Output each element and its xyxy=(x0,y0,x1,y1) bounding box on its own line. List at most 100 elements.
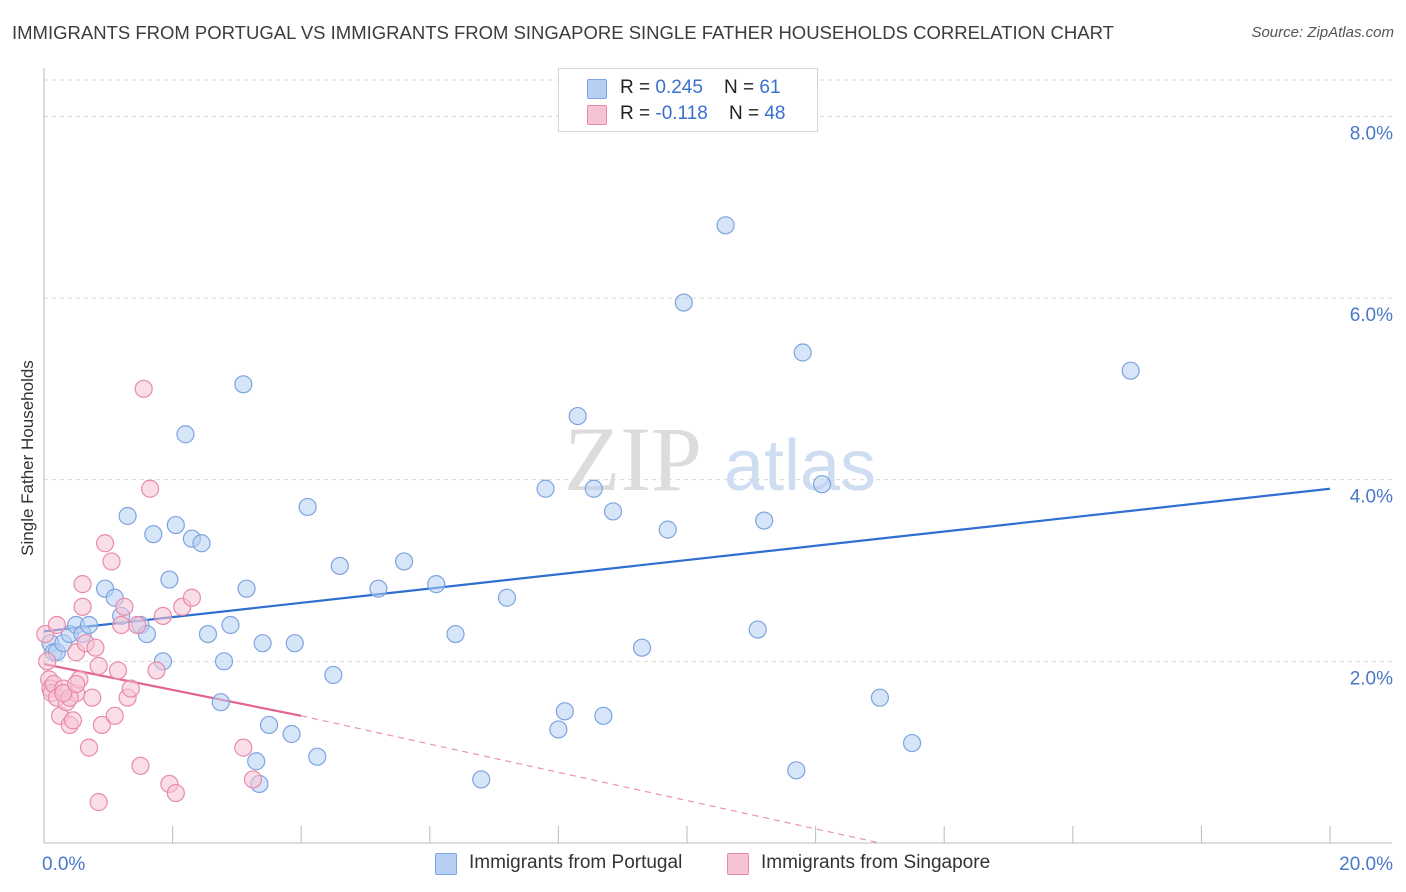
portugal-point xyxy=(221,615,240,635)
singapore-point xyxy=(112,615,131,635)
legend-swatch-singapore xyxy=(587,105,607,125)
portugal-point xyxy=(603,502,623,521)
singapore-point xyxy=(147,661,166,680)
bottom-legend-swatch-portugal xyxy=(435,853,457,875)
singapore-trendline xyxy=(43,662,302,717)
portugal-point xyxy=(192,534,211,553)
singapore-point xyxy=(63,711,83,730)
portugal-trendline xyxy=(43,487,1331,633)
portugal-point xyxy=(568,406,587,426)
portugal-point xyxy=(755,511,774,530)
singapore-point xyxy=(182,588,201,607)
singapore-point xyxy=(121,679,140,698)
portugal-point xyxy=(237,579,256,598)
singapore-point xyxy=(108,661,128,680)
singapore-point xyxy=(38,652,57,671)
singapore-point xyxy=(67,674,86,694)
portugal-point xyxy=(118,506,137,526)
y-tick-labels: 2.0% 4.0% 6.0% 8.0% xyxy=(1350,123,1393,689)
singapore-point xyxy=(47,615,66,635)
x-tick-label: 20.0% xyxy=(1339,854,1393,875)
portugal-point xyxy=(594,706,613,725)
portugal-point xyxy=(330,556,349,576)
legend-r-label: R = xyxy=(620,77,656,98)
singapore-point xyxy=(134,379,153,398)
portugal-point xyxy=(369,579,388,598)
legend-swatch-portugal xyxy=(587,79,607,99)
trendlines xyxy=(43,487,1331,844)
singapore-point xyxy=(105,706,124,725)
portugal-point xyxy=(716,216,735,235)
singapore-trendline-extension xyxy=(301,715,881,844)
singapore-point xyxy=(89,793,108,812)
portugal-point xyxy=(748,620,767,639)
portugal-point xyxy=(812,475,832,494)
singapore-point xyxy=(243,770,263,789)
axes xyxy=(43,68,1392,844)
x-tick-labels: 0.0% 20.0% xyxy=(42,854,1393,875)
portugal-point xyxy=(549,720,568,739)
singapore-point xyxy=(86,638,105,657)
portugal-point xyxy=(555,702,574,721)
portugal-point xyxy=(632,638,652,657)
y-tick-label: 8.0% xyxy=(1350,123,1393,144)
portugal-point xyxy=(166,515,185,535)
singapore-point xyxy=(95,534,115,553)
singapore-point xyxy=(234,738,253,757)
portugal-point xyxy=(198,624,218,644)
legend-n-label: N = xyxy=(724,77,760,98)
portugal-point xyxy=(176,425,195,444)
x-tick-label: 0.0% xyxy=(42,854,85,875)
portugal-point xyxy=(1121,361,1140,380)
portugal-point xyxy=(253,634,272,653)
data-points xyxy=(36,216,1140,812)
legend-r-value: 0.245 xyxy=(655,77,703,98)
singapore-point xyxy=(73,597,92,616)
portugal-point xyxy=(902,733,922,753)
portugal-point xyxy=(584,479,603,498)
portugal-point xyxy=(79,615,99,635)
watermark: ZIP atlas xyxy=(564,408,876,510)
portugal-point xyxy=(394,552,414,571)
legend-n-label: N = xyxy=(728,103,765,124)
singapore-point xyxy=(131,756,150,775)
portugal-point xyxy=(308,747,327,766)
portugal-point xyxy=(536,479,555,498)
bottom-legend-swatch-singapore xyxy=(727,853,749,875)
singapore-point xyxy=(140,479,160,498)
portugal-point xyxy=(793,343,812,362)
portugal-point xyxy=(247,752,266,771)
singapore-point xyxy=(166,783,185,803)
singapore-point xyxy=(79,738,99,757)
singapore-point xyxy=(115,597,134,616)
portugal-point xyxy=(211,693,230,712)
portugal-point xyxy=(674,293,693,312)
singapore-point xyxy=(92,715,111,735)
legend-r-value: -0.118 xyxy=(655,103,708,124)
portugal-point xyxy=(446,624,465,644)
portugal-point xyxy=(214,652,234,671)
singapore-point xyxy=(73,575,92,594)
watermark-zip: ZIP xyxy=(564,408,702,510)
portugal-point xyxy=(282,724,301,744)
y-tick-label: 6.0% xyxy=(1350,305,1393,326)
portugal-point xyxy=(427,575,446,594)
portugal-point xyxy=(787,761,806,780)
legend-text-portugal: R = 0.245 N = 61 xyxy=(620,77,781,99)
y-tick-label: 4.0% xyxy=(1350,487,1393,508)
legend-r-label: R = xyxy=(620,103,656,124)
portugal-point xyxy=(870,688,890,707)
portugal-point xyxy=(234,375,253,394)
portugal-point xyxy=(472,770,491,789)
legend: R = 0.245 N = 61 R = -0.118 N = 48 xyxy=(558,68,818,132)
singapore-point xyxy=(89,656,108,675)
portugal-point xyxy=(324,665,343,685)
singapore-point xyxy=(128,615,147,635)
singapore-point xyxy=(83,688,102,707)
legend-text-singapore: R = -0.118 N = 48 xyxy=(620,103,785,125)
singapore-point xyxy=(153,606,173,626)
portugal-point xyxy=(285,634,304,653)
gridlines xyxy=(44,79,1392,662)
bottom-legend-label-singapore: Immigrants from Singapore xyxy=(761,852,991,873)
legend-n-value: 61 xyxy=(759,77,781,98)
